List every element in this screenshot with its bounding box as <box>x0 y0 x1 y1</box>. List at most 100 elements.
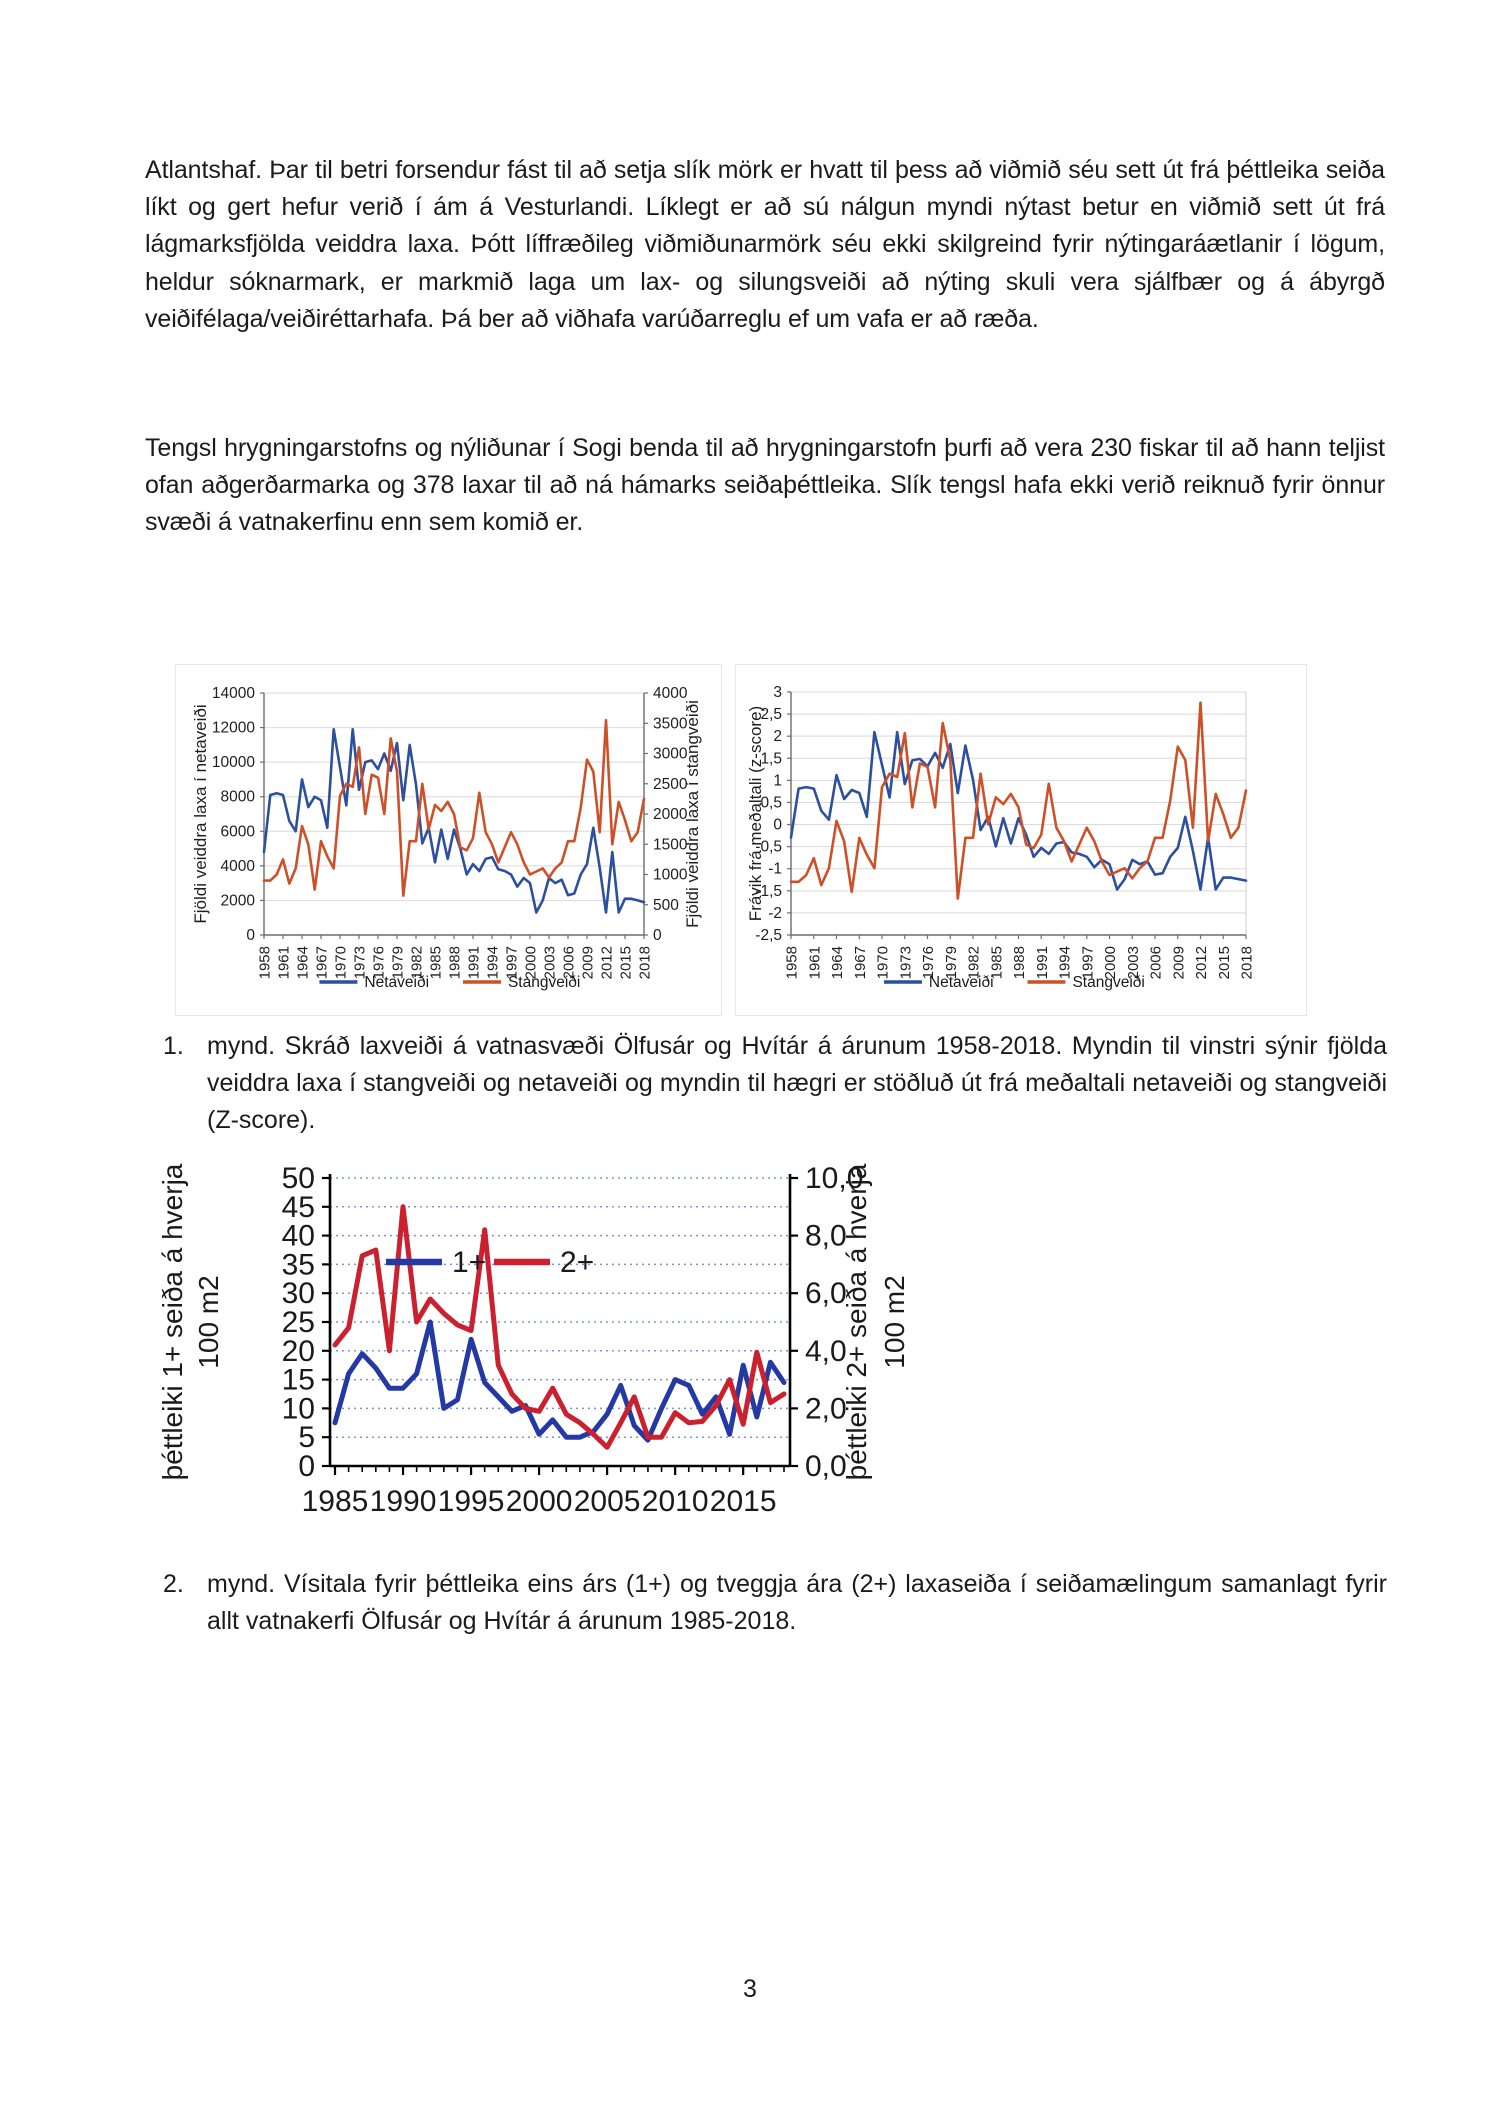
svg-text:4,0: 4,0 <box>805 1335 847 1368</box>
svg-text:2009: 2009 <box>1170 946 1187 979</box>
svg-text:8,0: 8,0 <box>805 1220 847 1253</box>
svg-text:2009: 2009 <box>580 946 597 979</box>
svg-text:1,5: 1,5 <box>760 750 782 767</box>
svg-text:5: 5 <box>298 1421 315 1454</box>
paragraph-1: Atlantshaf. Þar til betri forsendur fást… <box>145 156 1385 333</box>
svg-text:100 m2: 100 m2 <box>193 1275 224 1368</box>
svg-text:Frávik frá meðaltali (z-score): Frávik frá meðaltali (z-score) <box>746 706 765 921</box>
svg-text:Stangveiði: Stangveiði <box>1072 974 1144 991</box>
svg-text:2012: 2012 <box>599 946 616 979</box>
svg-text:6000: 6000 <box>221 823 256 840</box>
svg-text:1961: 1961 <box>276 946 293 979</box>
svg-text:1967: 1967 <box>314 946 331 979</box>
svg-text:1991: 1991 <box>1034 946 1051 979</box>
svg-text:1961: 1961 <box>806 946 823 979</box>
svg-text:0: 0 <box>246 927 255 944</box>
svg-text:0: 0 <box>653 927 662 944</box>
svg-text:2,0: 2,0 <box>805 1392 847 1425</box>
svg-text:2015: 2015 <box>618 946 635 979</box>
svg-text:1976: 1976 <box>920 946 937 979</box>
svg-text:1988: 1988 <box>447 946 464 979</box>
svg-text:1995: 1995 <box>438 1485 505 1518</box>
svg-text:2003: 2003 <box>1125 946 1142 979</box>
svg-text:þéttleiki 1+ seiða á hverja: þéttleiki 1+ seiða á hverja <box>157 1163 188 1480</box>
svg-text:1985: 1985 <box>428 946 445 979</box>
svg-text:1: 1 <box>773 772 782 789</box>
svg-text:2000: 2000 <box>523 946 540 979</box>
svg-text:2015: 2015 <box>710 1485 777 1518</box>
svg-text:Fjöldi veiddra laxa í stangvei: Fjöldi veiddra laxa í stangveiði <box>683 700 702 928</box>
svg-text:1973: 1973 <box>352 946 369 979</box>
svg-text:Netaveiði: Netaveiði <box>364 974 429 991</box>
svg-text:45: 45 <box>282 1191 315 1224</box>
svg-text:þéttleiki 2+ seiða á hverja: þéttleiki 2+ seiða á hverja <box>841 1163 872 1480</box>
svg-text:2000: 2000 <box>1102 946 1119 979</box>
svg-text:0,5: 0,5 <box>760 794 782 811</box>
svg-text:2006: 2006 <box>561 946 578 979</box>
svg-text:1985: 1985 <box>302 1485 369 1518</box>
svg-text:1997: 1997 <box>1079 946 1096 979</box>
svg-text:35: 35 <box>282 1248 315 1281</box>
svg-text:15: 15 <box>282 1364 315 1397</box>
svg-text:2018: 2018 <box>1239 946 1256 979</box>
svg-text:1000: 1000 <box>653 867 688 884</box>
paragraph-2: Tengsl hrygningarstofns og nýliðunar í S… <box>145 434 1385 537</box>
svg-text:4000: 4000 <box>221 858 256 875</box>
svg-text:-1,5: -1,5 <box>755 883 782 900</box>
svg-text:25: 25 <box>282 1306 315 1339</box>
svg-text:2: 2 <box>773 728 782 745</box>
figure-1-caption: 1. mynd. Skráð laxveiði á vatnasvæði Ölf… <box>163 1028 1387 1140</box>
svg-text:14000: 14000 <box>212 685 255 702</box>
svg-text:1991: 1991 <box>466 946 483 979</box>
svg-text:-2,5: -2,5 <box>755 927 782 944</box>
svg-text:-1: -1 <box>768 861 782 878</box>
svg-text:Stangveiði: Stangveiði <box>508 974 580 991</box>
svg-text:2000: 2000 <box>221 892 256 909</box>
svg-text:100 m2: 100 m2 <box>879 1275 910 1368</box>
caption-2-number: 2. <box>163 1570 184 1598</box>
svg-text:40: 40 <box>282 1220 315 1253</box>
svg-text:1958: 1958 <box>257 946 274 979</box>
svg-text:0: 0 <box>298 1450 315 1483</box>
figure-2-caption: 2. mynd. Vísitala fyrir þéttleika eins á… <box>163 1566 1387 1640</box>
svg-text:2005: 2005 <box>574 1485 641 1518</box>
svg-text:4000: 4000 <box>653 685 688 702</box>
svg-text:2012: 2012 <box>1193 946 1210 979</box>
svg-text:2010: 2010 <box>642 1485 709 1518</box>
line-chart-catch-counts: 0 2000 4000 6000 8000 10000 12000 14000 0 500 1000… <box>175 664 722 1016</box>
svg-text:1990: 1990 <box>370 1485 437 1518</box>
svg-text:2003: 2003 <box>542 946 559 979</box>
svg-text:20: 20 <box>282 1335 315 1368</box>
svg-text:3500: 3500 <box>653 715 688 732</box>
svg-text:1+: 1+ <box>452 1246 486 1279</box>
svg-text:2018: 2018 <box>637 946 654 979</box>
page-number: 3 <box>743 1975 757 2003</box>
svg-text:1967: 1967 <box>852 946 869 979</box>
svg-text:2015: 2015 <box>1216 946 1233 979</box>
svg-text:3000: 3000 <box>653 746 688 763</box>
svg-text:2+: 2+ <box>560 1246 594 1279</box>
svg-text:12000: 12000 <box>212 720 255 737</box>
svg-text:1970: 1970 <box>875 946 892 979</box>
svg-text:2000: 2000 <box>506 1485 573 1518</box>
svg-text:1982: 1982 <box>409 946 426 979</box>
svg-text:30: 30 <box>282 1277 315 1310</box>
caption-2-text: mynd. Vísitala fyrir þéttleika eins árs … <box>207 1570 1387 1636</box>
svg-text:1985: 1985 <box>988 946 1005 979</box>
svg-text:1994: 1994 <box>485 946 502 979</box>
svg-text:1970: 1970 <box>333 946 350 979</box>
svg-text:1997: 1997 <box>504 946 521 979</box>
svg-text:8000: 8000 <box>221 789 256 806</box>
svg-text:0,0: 0,0 <box>805 1450 847 1483</box>
svg-text:0: 0 <box>773 817 782 834</box>
svg-text:10000: 10000 <box>212 754 255 771</box>
svg-text:2000: 2000 <box>653 806 688 823</box>
svg-text:2,5: 2,5 <box>760 706 782 723</box>
svg-text:2500: 2500 <box>653 776 688 793</box>
svg-text:-0,5: -0,5 <box>755 839 782 856</box>
svg-text:1982: 1982 <box>966 946 983 979</box>
svg-text:-2: -2 <box>768 905 782 922</box>
